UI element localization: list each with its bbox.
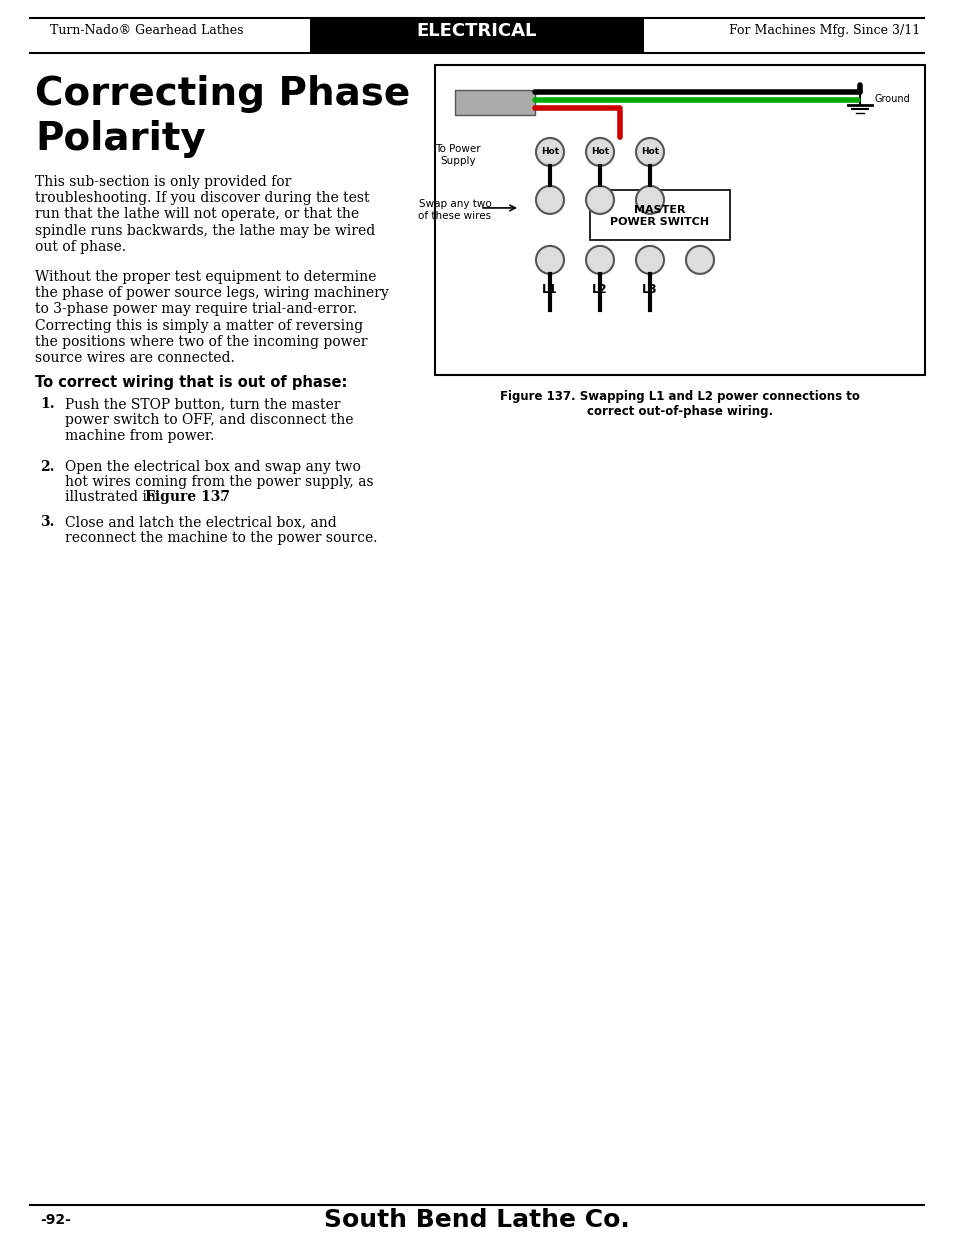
Text: illustrated in: illustrated in xyxy=(65,490,160,504)
Text: ELECTRICAL: ELECTRICAL xyxy=(416,22,537,40)
Text: Turn-Nado® Gearhead Lathes: Turn-Nado® Gearhead Lathes xyxy=(50,25,243,37)
Text: This sub-section is only provided for
troubleshooting. If you discover during th: This sub-section is only provided for tr… xyxy=(35,175,375,253)
Text: hot wires coming from the power supply, as: hot wires coming from the power supply, … xyxy=(65,474,374,489)
Circle shape xyxy=(636,246,663,274)
Text: 2.: 2. xyxy=(40,459,54,474)
Text: L3: L3 xyxy=(641,283,658,296)
Circle shape xyxy=(685,246,713,274)
Bar xyxy=(589,190,729,240)
Text: Correcting Phase: Correcting Phase xyxy=(35,75,410,112)
Bar xyxy=(435,65,924,375)
Text: Open the electrical box and swap any two: Open the electrical box and swap any two xyxy=(65,459,360,474)
Text: To correct wiring that is out of phase:: To correct wiring that is out of phase: xyxy=(35,375,347,390)
Bar xyxy=(310,19,643,52)
Circle shape xyxy=(585,246,614,274)
Text: Hot: Hot xyxy=(640,147,659,157)
Text: 3.: 3. xyxy=(40,515,54,529)
Text: Push the STOP button, turn the master
power switch to OFF, and disconnect the
ma: Push the STOP button, turn the master po… xyxy=(65,396,354,443)
Text: Figure 137: Figure 137 xyxy=(145,490,230,504)
Text: MASTER: MASTER xyxy=(634,205,685,215)
Text: South Bend Lathe Co.: South Bend Lathe Co. xyxy=(324,1208,629,1231)
Circle shape xyxy=(585,186,614,214)
Text: To Power
Supply: To Power Supply xyxy=(435,144,480,165)
Text: Figure 137. Swapping L1 and L2 power connections to
correct out-of-phase wiring.: Figure 137. Swapping L1 and L2 power con… xyxy=(499,390,859,417)
Circle shape xyxy=(536,186,563,214)
Text: Close and latch the electrical box, and
reconnect the machine to the power sourc: Close and latch the electrical box, and … xyxy=(65,515,377,545)
Circle shape xyxy=(536,246,563,274)
Text: L1: L1 xyxy=(541,283,558,296)
Circle shape xyxy=(536,138,563,165)
Text: For Machines Mfg. Since 3/11: For Machines Mfg. Since 3/11 xyxy=(728,25,919,37)
Text: Hot: Hot xyxy=(540,147,558,157)
Text: Swap any two
of these wires: Swap any two of these wires xyxy=(418,199,491,221)
Text: -92-: -92- xyxy=(40,1213,71,1226)
Text: Polarity: Polarity xyxy=(35,120,206,158)
Text: Hot: Hot xyxy=(590,147,608,157)
Text: 1.: 1. xyxy=(40,396,54,411)
Text: .: . xyxy=(220,490,224,504)
Circle shape xyxy=(585,138,614,165)
Circle shape xyxy=(636,186,663,214)
Text: L2: L2 xyxy=(592,283,607,296)
Text: Ground: Ground xyxy=(874,94,910,104)
Text: POWER SWITCH: POWER SWITCH xyxy=(610,217,709,227)
Circle shape xyxy=(636,138,663,165)
Text: Without the proper test equipment to determine
the phase of power source legs, w: Without the proper test equipment to det… xyxy=(35,270,388,364)
Bar xyxy=(455,90,535,115)
